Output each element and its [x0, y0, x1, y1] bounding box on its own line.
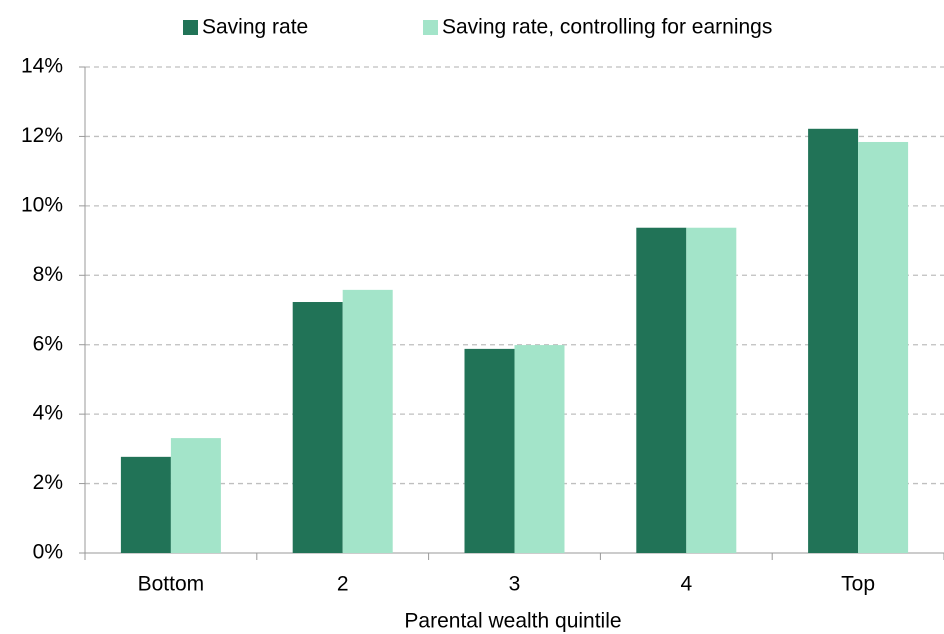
x-tick-label: Top	[841, 573, 875, 596]
legend-label: Saving rate	[202, 16, 308, 39]
bar	[120, 456, 171, 553]
y-tick-label: 2%	[33, 471, 63, 494]
x-tick-label: Bottom	[138, 573, 205, 596]
legend-swatch	[423, 20, 438, 35]
x-tick-label: 4	[680, 573, 692, 596]
bar	[292, 302, 343, 553]
x-tick-label: 3	[509, 573, 521, 596]
y-tick-label: 12%	[21, 124, 63, 147]
x-tick-label: 2	[337, 573, 349, 596]
y-tick-label: 4%	[33, 402, 63, 425]
bar	[808, 128, 859, 553]
bar	[858, 141, 909, 554]
bar	[636, 227, 687, 553]
y-tick-label: 14%	[21, 55, 63, 78]
bar	[342, 289, 393, 553]
y-tick-label: 10%	[21, 193, 63, 216]
legend-label: Saving rate, controlling for earnings	[442, 16, 772, 39]
bar	[686, 227, 737, 553]
bar	[514, 345, 565, 553]
y-tick-label: 0%	[33, 541, 63, 564]
x-axis-label: Parental wealth quintile	[404, 610, 621, 633]
y-tick-label: 8%	[33, 263, 63, 286]
bar	[170, 438, 221, 553]
y-tick-label: 6%	[33, 332, 63, 355]
legend-swatch	[183, 20, 198, 35]
bar	[464, 348, 515, 553]
